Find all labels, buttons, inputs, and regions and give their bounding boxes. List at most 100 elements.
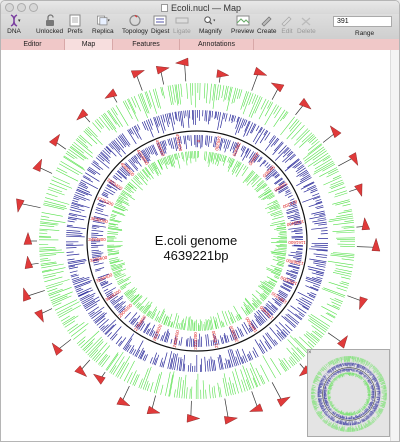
position-label: 435600 [247,151,260,167]
feature-ring [327,372,371,416]
feature-arrow[interactable] [337,335,348,349]
position-label: 3194400 [95,272,114,284]
feature-arrow[interactable] [32,158,43,172]
position-label: 2323200 [193,332,198,350]
topology-button[interactable]: Topology [122,14,148,35]
feature-arrow[interactable] [248,403,264,412]
circular-genome-map: 0 145200 290400435600580800726000871200101… [16,57,381,425]
feature-arrow[interactable] [216,69,230,78]
feature-arrow[interactable] [186,414,201,423]
feature-arrow[interactable] [16,198,25,213]
feature-arrow[interactable] [253,66,268,76]
feature-arrow[interactable] [74,365,88,378]
unlocked-label: Unlocked [36,28,64,35]
feature-arrow[interactable] [92,373,106,385]
replica-label: Replica [92,28,114,35]
vertical-scrollbar[interactable] [390,50,399,441]
annotation-connector [251,72,259,91]
annotation-connector [184,62,187,82]
feature-arrow[interactable] [371,237,381,252]
backbone-circle [322,367,376,421]
magnify-label: Magnify [199,28,222,35]
unlocked-button[interactable]: Unlocked [36,14,63,35]
position-label: 3775200 [96,196,115,208]
position-label: 2468400 [172,329,180,348]
range-input[interactable] [333,16,392,27]
feature-arrow[interactable] [24,255,34,269]
feature-arrow[interactable] [348,152,359,167]
annotation-connector [356,246,377,248]
feature-arrow[interactable] [23,231,33,245]
feature-arrow[interactable] [146,405,161,415]
feature-arrow[interactable] [359,296,368,311]
edit-label: Edit [281,28,293,35]
feature-ring [65,109,329,373]
preview-icon [235,14,251,27]
position-label: 4501200 [175,134,183,153]
overview-minimap[interactable] [307,349,390,437]
magnify-icon: ▾ [202,14,218,27]
feature-arrow[interactable] [155,66,170,75]
prefs-icon [67,14,83,27]
feature-arrow[interactable] [104,88,118,99]
feature-arrow[interactable] [76,108,89,121]
dna-button[interactable]: ▾ DNA [6,14,22,35]
delete-button[interactable]: Delete [297,14,316,35]
feature-ring [317,362,381,426]
feature-arrow[interactable] [298,97,312,110]
create-button[interactable]: Create [257,14,277,35]
position-label: 1597200 [270,291,288,305]
position-label: 4356000 [154,139,166,158]
feature-arrow[interactable] [34,309,44,323]
unlocked-icon [42,14,58,27]
feature-arrow[interactable] [224,416,239,425]
feature-arrow[interactable] [276,396,291,407]
delete-label: Delete [297,28,316,35]
minimize-window-button[interactable] [17,3,26,12]
genome-name: E.coli genome [154,233,238,248]
feature-arrow[interactable] [270,82,285,93]
feature-arrow[interactable] [23,287,32,302]
dna-label: DNA [7,28,21,35]
create-label: Create [257,28,277,35]
minimap-close-icon[interactable]: × [308,350,312,356]
replica-button[interactable]: ▾ Replica [92,14,114,35]
ligate-button[interactable]: Ligate [173,14,191,35]
position-label: 145200 [214,135,222,151]
feature-arrow[interactable] [354,183,363,197]
svg-text:▾: ▾ [18,18,21,24]
feature-arrow[interactable] [48,133,61,147]
prefs-label: Prefs [67,28,83,35]
range-label: Range [355,30,375,37]
tab-editor[interactable]: Editor [1,39,65,50]
position-label: 2178000 [211,330,219,349]
feature-arrow[interactable] [130,70,146,79]
feature-arrow[interactable] [51,342,63,356]
feature-arrow[interactable] [116,396,131,407]
zoom-window-button[interactable] [29,3,38,12]
digest-label: Digest [151,28,170,35]
annotation-connector [224,398,229,420]
tab-annotations[interactable]: Annotations [180,39,254,50]
tab-features[interactable]: Features [113,39,180,50]
annotation-connector [25,290,45,297]
backbone-circle [86,130,308,352]
prefs-button[interactable]: Prefs [67,14,83,35]
feature-ring [323,368,375,420]
edit-button[interactable]: Edit [279,14,295,35]
tab-bar: Editor Map Features Annotations [1,39,399,50]
position-label: 2613600 [152,323,164,342]
minimap-genome-map [311,356,387,432]
digest-button[interactable]: Digest [151,14,169,35]
feature-arrow[interactable] [361,217,371,231]
feature-arrow[interactable] [174,57,189,67]
magnify-button[interactable]: ▾ Magnify [199,14,222,35]
preview-button[interactable]: Preview [231,14,254,35]
feature-arrow[interactable] [329,125,342,139]
tab-map[interactable]: Map [65,39,113,50]
topology-icon [127,14,143,27]
close-window-button[interactable] [5,3,14,12]
toolbar: ▾ DNA Unlocked Prefs ▾ Replica T [1,14,399,39]
position-label: 2032800 [228,324,240,343]
